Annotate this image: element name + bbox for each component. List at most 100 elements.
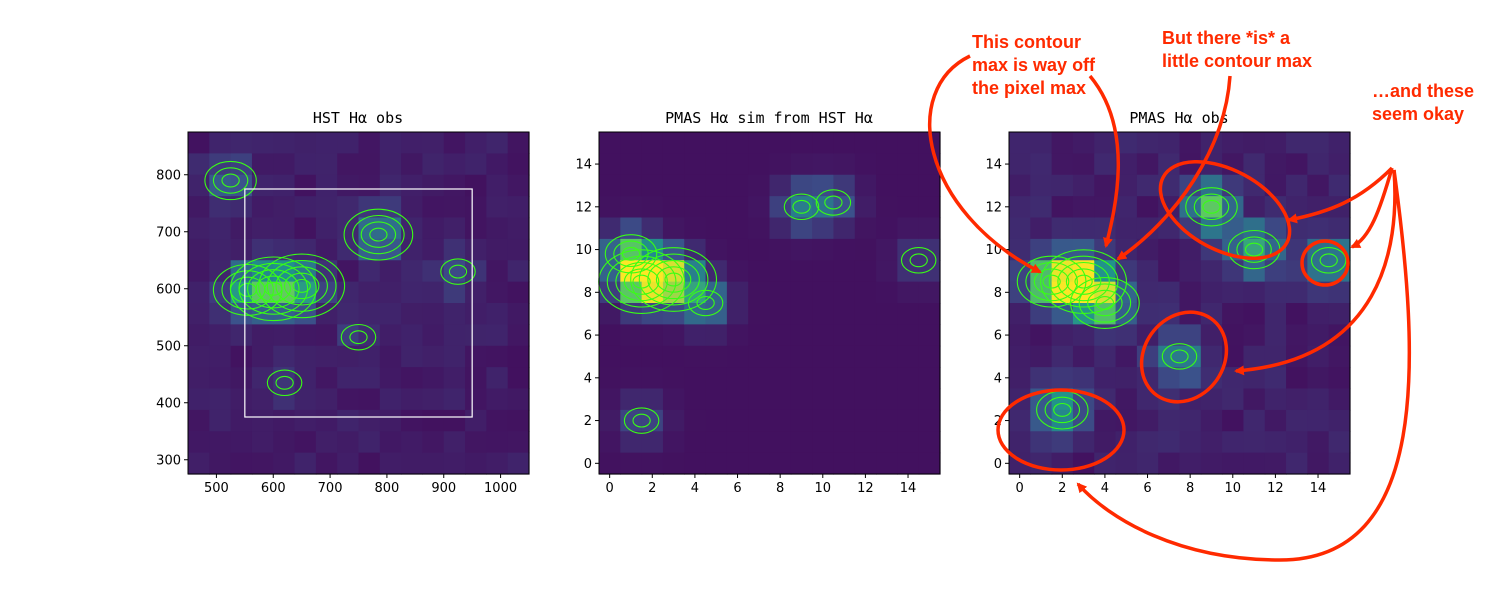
- pixel-cell: [251, 153, 274, 176]
- pixel-cell: [726, 431, 749, 454]
- pixel-cell: [812, 238, 835, 261]
- pixel-cell: [1286, 324, 1308, 347]
- annotation-little-max: But there *is* a little contour max: [1162, 28, 1312, 71]
- pixel-cell: [705, 452, 728, 475]
- contour-line: [258, 253, 346, 319]
- pixel-cell: [251, 409, 274, 432]
- pixel-cell: [790, 132, 813, 154]
- y-tick-label: 14: [575, 158, 592, 173]
- pixel-cell: [769, 388, 792, 411]
- pixel-cell: [188, 324, 210, 347]
- pixel-cell: [662, 196, 685, 219]
- pixel-cell: [188, 196, 210, 219]
- pixel-cell: [662, 217, 685, 240]
- contour-line: [604, 234, 658, 274]
- pixel-cell: [379, 303, 402, 325]
- pixel-cell: [337, 238, 360, 261]
- pixel-cell: [1328, 174, 1351, 197]
- pixel-cell: [1009, 174, 1031, 197]
- pixel-cell: [486, 431, 509, 454]
- pixel-cell: [273, 303, 296, 325]
- annotation-line: little contour max: [1162, 51, 1312, 71]
- pixel-cell: [854, 324, 877, 347]
- pixel-cell: [854, 132, 877, 154]
- pixel-cell: [705, 153, 728, 176]
- contour-line: [1070, 277, 1140, 329]
- pixel-cell: [337, 174, 360, 197]
- pixel-cell: [1286, 409, 1308, 432]
- pixel-cell: [769, 260, 792, 283]
- pixel-cell: [507, 388, 530, 411]
- pixel-cell: [854, 409, 877, 432]
- pixel-cell: [1136, 431, 1159, 454]
- pixel-cell: [1115, 324, 1138, 347]
- contour-line: [1236, 236, 1272, 263]
- pixel-cell: [1286, 452, 1308, 475]
- pixel-cell: [1328, 132, 1351, 154]
- pixel-cell: [507, 345, 530, 368]
- pixel-cell: [1072, 345, 1095, 368]
- pixel-cell: [854, 281, 877, 304]
- pixel-cell: [876, 303, 898, 325]
- pixel-cell: [1243, 303, 1266, 325]
- pixel-cell: [684, 345, 707, 368]
- pixel-cell: [897, 153, 920, 176]
- pixel-cell: [790, 303, 813, 325]
- pixel-cell: [641, 345, 664, 368]
- pixel-cell: [422, 409, 445, 432]
- pixel-cell: [1307, 303, 1330, 325]
- pixel-cell: [1200, 260, 1223, 283]
- pixel-cell: [486, 281, 509, 304]
- pixel-cell: [854, 217, 877, 240]
- pixel-cell: [599, 196, 621, 219]
- pixel-cell: [918, 260, 941, 283]
- pixel-cell: [273, 409, 296, 432]
- pixel-cell: [620, 132, 643, 154]
- pixel-cell: [876, 388, 898, 411]
- pixel-cell: [1222, 388, 1245, 411]
- pixel-cell: [748, 281, 771, 304]
- pixel-cell: [684, 132, 707, 154]
- pixel-cell: [726, 367, 749, 390]
- pixel-cell: [443, 153, 466, 176]
- pixel-cell: [726, 324, 749, 347]
- pixel-cell: [918, 324, 941, 347]
- pixel-cell: [1200, 345, 1223, 368]
- pixel-cell: [251, 132, 274, 154]
- pixel-cell: [1200, 452, 1223, 475]
- pixel-cell: [1264, 303, 1287, 325]
- pixel-cell: [620, 367, 643, 390]
- pixel-cell: [273, 345, 296, 368]
- pixel-cell: [1243, 324, 1266, 347]
- pixel-cell: [465, 452, 487, 475]
- contour-line: [340, 323, 377, 351]
- pixel-cell: [209, 153, 232, 176]
- pixel-cell: [1264, 409, 1287, 432]
- pixel-cell: [443, 452, 466, 475]
- pixel-cell: [897, 281, 920, 304]
- pixel-cell: [188, 260, 210, 283]
- pixel-cell: [726, 153, 749, 176]
- pixel-cell: [465, 409, 487, 432]
- pixel-cell: [1179, 409, 1202, 432]
- contour-line: [283, 272, 320, 300]
- pixel-cell: [465, 388, 487, 411]
- pixel-cell: [358, 345, 381, 368]
- pixel-cell: [790, 409, 813, 432]
- pixel-cell: [1264, 324, 1287, 347]
- pixel-cell: [294, 217, 317, 240]
- pixel-cell: [918, 431, 941, 454]
- pixel-cell: [662, 367, 685, 390]
- pixel-cell: [379, 409, 402, 432]
- pixel-cell: [1072, 196, 1095, 219]
- pixel-cell: [1200, 196, 1223, 219]
- pixel-cell: [401, 431, 424, 454]
- pixel-cell: [465, 260, 487, 283]
- pixel-cell: [790, 367, 813, 390]
- y-tick-label: 6: [584, 329, 592, 344]
- pixel-cell: [1072, 132, 1095, 154]
- pixel-cell: [705, 388, 728, 411]
- pixel-cell: [465, 196, 487, 219]
- pixel-cell: [465, 281, 487, 304]
- pixel-cell: [486, 217, 509, 240]
